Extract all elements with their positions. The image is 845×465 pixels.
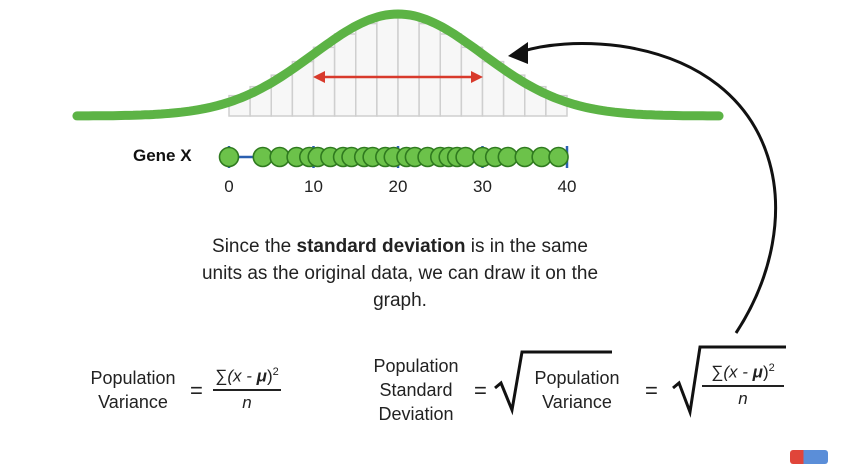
- exponent: 2: [272, 366, 279, 378]
- data-points: [218, 146, 569, 168]
- variance-denominator: n: [242, 392, 252, 412]
- histogram-bar: [333, 33, 357, 117]
- variance-numerator: ∑(x - μ)2: [213, 366, 281, 391]
- sqrt-denominator: n: [738, 388, 748, 408]
- numerator-body: (x -: [227, 366, 257, 386]
- axis-tick-label: 0: [224, 177, 234, 196]
- histogram-bar: [397, 17, 420, 117]
- caption-text: Since the standard deviation is in the s…: [190, 233, 610, 314]
- histogram-bar: [439, 33, 463, 117]
- sqrt-symbol-1: [494, 350, 612, 416]
- axis-tick-label: 20: [388, 177, 408, 196]
- equals-sign-2: =: [474, 378, 487, 403]
- sqrt-variance-label-line1: Population: [534, 368, 620, 388]
- mu-symbol-2: μ: [752, 362, 763, 382]
- mu-symbol: μ: [256, 366, 267, 386]
- numerator-body-2: (x -: [723, 362, 753, 382]
- axis-tick-label: 30: [473, 177, 492, 196]
- pop-sd-label-line3: Deviation: [378, 404, 454, 424]
- sqrt-variance-label-line2: Variance: [542, 392, 612, 412]
- numerator-end: ): [266, 366, 273, 386]
- sqrt-variance-label: Population Variance: [520, 366, 634, 414]
- sqrt-numerator: ∑(x - μ)2: [702, 362, 784, 387]
- pop-variance-label-line2: Variance: [98, 392, 168, 412]
- exponent-2: 2: [768, 362, 775, 374]
- sqrt-variance-fraction: ∑(x - μ)2 n: [702, 362, 784, 409]
- sigma-symbol-2: ∑: [711, 362, 724, 382]
- sigma-symbol: ∑: [215, 366, 228, 386]
- axis-tick-label: 10: [304, 177, 323, 196]
- caption-part-2: is in the same units as the original dat…: [201, 236, 599, 311]
- histogram-bar: [376, 17, 399, 117]
- normal-curve: [72, 9, 724, 121]
- equals-sign-1: =: [190, 378, 203, 403]
- pointer-arrow-head: [508, 42, 528, 64]
- channel-logo-icon: [790, 450, 828, 464]
- pop-sd-label: Population Standard Deviation: [360, 354, 472, 426]
- caption-part-1: Since the: [212, 236, 297, 257]
- caption-bold: standard deviation: [296, 236, 466, 257]
- pop-sd-label-line2: Standard: [379, 380, 453, 400]
- numerator-end-2: ): [762, 362, 769, 382]
- equals-sign-3: =: [645, 378, 658, 403]
- pop-variance-label-line1: Population: [90, 368, 176, 388]
- sqrt-symbol-2: [672, 345, 786, 418]
- pop-variance-label: Population Variance: [78, 366, 188, 414]
- gene-label: Gene X: [133, 146, 192, 165]
- variance-fraction: ∑(x - μ)2 n: [213, 366, 281, 413]
- pointer-arrow: [519, 42, 777, 334]
- axis-tick-label: 40: [557, 177, 577, 196]
- data-point: [548, 146, 569, 168]
- histogram-bar: [418, 22, 441, 117]
- histogram-bars: [228, 17, 568, 117]
- data-point: [218, 146, 240, 168]
- pop-sd-label-line1: Population: [373, 356, 459, 376]
- histogram-bar: [355, 22, 378, 117]
- sd-arrow: [313, 71, 483, 83]
